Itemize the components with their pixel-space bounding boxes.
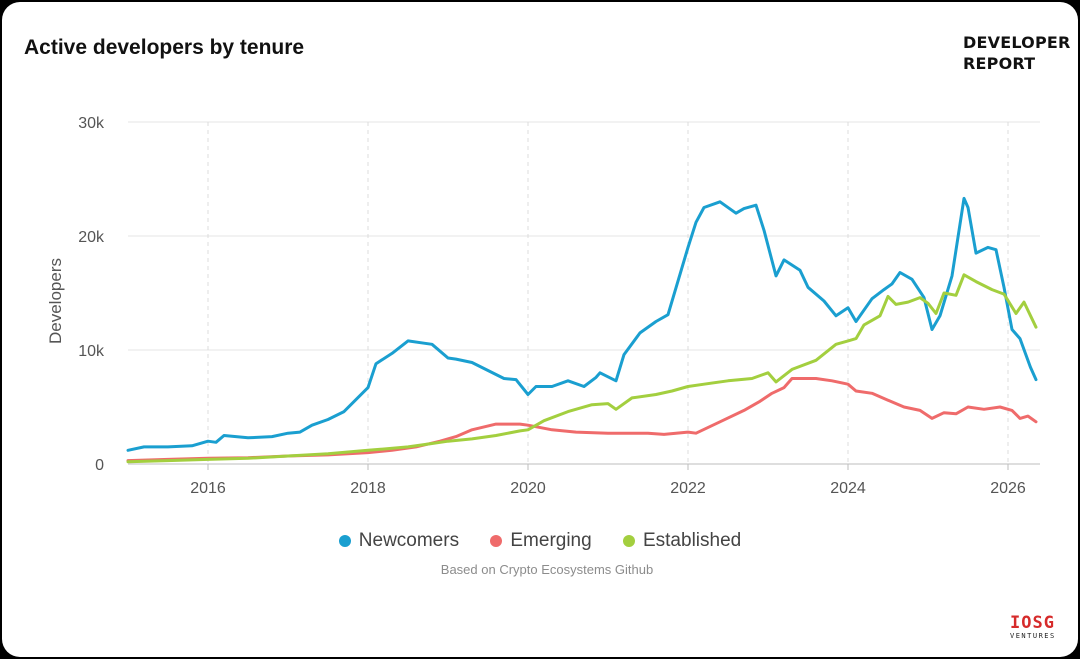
legend-label-emerging: Emerging (510, 530, 592, 551)
x-tick-label: 2016 (190, 480, 226, 497)
x-tick-label: 2024 (830, 480, 866, 497)
legend-swatch-established (622, 535, 635, 547)
x-tick-label: 2018 (350, 480, 386, 497)
series-line-established (126, 273, 1038, 464)
iosg-logo: IOSG VENTURES (1010, 615, 1056, 641)
y-tick-label: 30k (78, 115, 105, 132)
legend-item-established[interactable]: Established (622, 530, 742, 552)
x-tick-label: 2020 (510, 480, 546, 497)
brand-line-2: REPORT (963, 54, 1036, 73)
series-line-newcomers (126, 196, 1038, 452)
legend-item-emerging[interactable]: Emerging (490, 530, 592, 552)
legend-label-newcomers: Newcomers (358, 530, 460, 551)
legend-swatch-emerging (490, 535, 503, 547)
logo-main-text: IOSG (1010, 613, 1055, 633)
chart-legend: Newcomers Emerging Established (0, 530, 1080, 553)
legend-label-established: Established (642, 530, 742, 551)
series-line-emerging (126, 377, 1038, 463)
x-tick-label: 2022 (670, 480, 706, 497)
y-tick-label: 0 (95, 457, 104, 474)
chart-title: Active developers by tenure (24, 36, 305, 59)
y-tick-label: 20k (78, 229, 105, 246)
logo-sub-text: VENTURES (1010, 632, 1056, 640)
legend-item-newcomers[interactable]: Newcomers (338, 530, 460, 552)
legend-swatch-newcomers (338, 535, 351, 547)
source-note: Based on Crypto Ecosystems Github (440, 562, 654, 577)
developer-report-brand: DEVELOPER REPORT (963, 32, 1071, 74)
y-axis-label: Developers (46, 258, 65, 344)
x-tick-label: 2026 (990, 480, 1026, 497)
brand-line-1: DEVELOPER (963, 33, 1071, 52)
y-tick-label: 10k (78, 343, 105, 360)
